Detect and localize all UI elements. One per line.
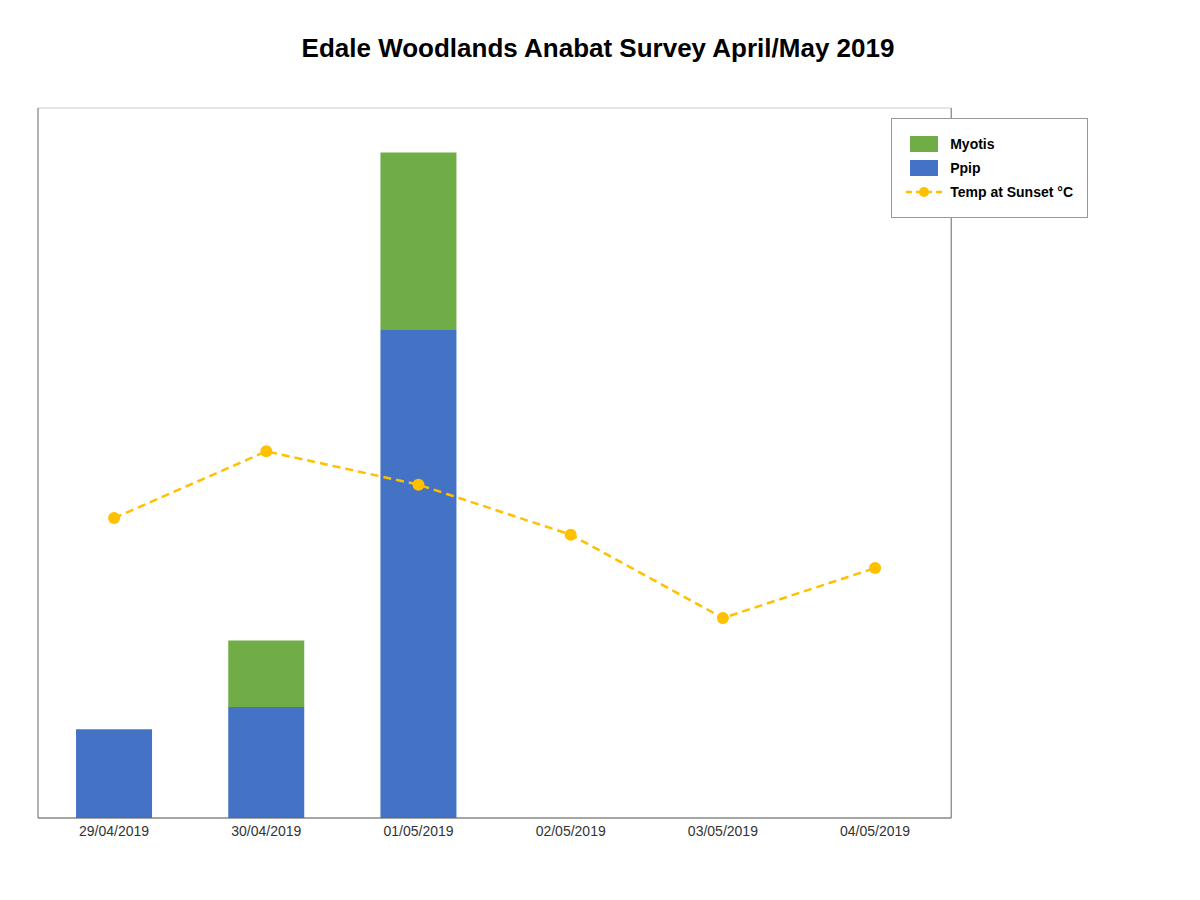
svg-text:29/04/2019: 29/04/2019 [79,823,149,839]
html-text:Myotis: Myotis [950,136,995,152]
html-text:Ppip: Ppip [950,160,981,176]
html-text:Temp at Sunset °C: Temp at Sunset °C [950,184,1073,200]
svg-text:30/04/2019: 30/04/2019 [231,823,301,839]
svg-text:04/05/2019: 04/05/2019 [840,823,910,839]
html-text:Edale Woodlands Anabat Survey: Edale Woodlands Anabat Survey April/May … [301,32,895,63]
svg-text:03/05/2019: 03/05/2019 [688,823,758,839]
svg-text:02/05/2019: 02/05/2019 [536,823,606,839]
svg-text:01/05/2019: 01/05/2019 [383,823,453,839]
